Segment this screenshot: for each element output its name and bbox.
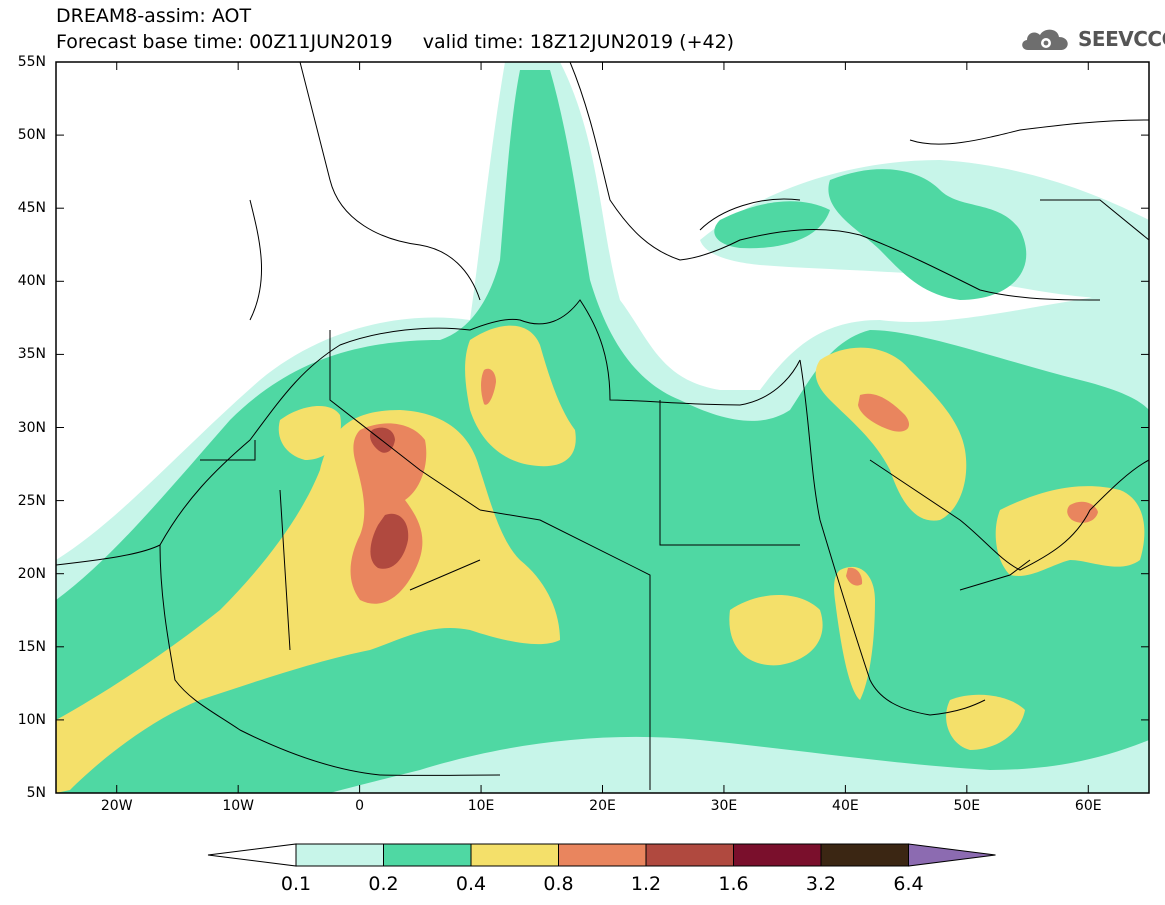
colorbar-swatch	[820, 843, 909, 867]
aot-field	[56, 62, 1149, 793]
colorbar-swatch	[383, 843, 472, 867]
colorbar-swatch	[645, 843, 734, 867]
colorbar-label: 1.6	[718, 873, 749, 895]
lat-tick-label: 35N	[17, 346, 46, 363]
colorbar-label: 0.8	[543, 873, 574, 895]
axis-ticks	[56, 61, 1149, 794]
colorbar-swatch	[733, 843, 822, 867]
lat-tick-label: 40N	[17, 273, 46, 290]
colorbar-low-arrow	[207, 843, 297, 867]
colorbar-label: 3.2	[805, 873, 837, 895]
colorbar-label: 6.4	[893, 873, 924, 895]
colorbar-high-arrow	[908, 843, 996, 867]
logo-text: SEEVCCC	[1078, 27, 1165, 51]
lon-tick-label: 20W	[100, 798, 133, 814]
lat-tick-label: 55N	[17, 54, 46, 70]
lat-tick-label: 25N	[17, 492, 46, 509]
colorbar-swatch	[295, 843, 384, 867]
cloud-gear-icon	[1022, 29, 1068, 50]
colorbar-label: 0.4	[455, 873, 487, 895]
lon-tick-label: 10W	[222, 798, 254, 814]
lat-tick-label: 50N	[17, 127, 46, 144]
lon-tick-label: 30E	[710, 798, 738, 814]
colorbar	[207, 843, 996, 867]
map-title: DREAM8-assim: AOT	[56, 5, 252, 27]
colorbar-label: 0.2	[368, 873, 399, 895]
lon-tick-label: 60E	[1074, 798, 1102, 814]
lat-tick-label: 20N	[17, 565, 46, 582]
lon-tick-label: 50E	[953, 798, 981, 814]
lon-tick-label: 10E	[467, 798, 495, 814]
colorbar-label: 1.2	[630, 873, 662, 895]
colorbar-label: 0.1	[280, 873, 312, 895]
aot-contour-0-4	[56, 325, 1145, 793]
lat-tick-label: 5N	[26, 785, 46, 801]
aot-contour-0-8	[350, 368, 1098, 604]
seevccc-logo: SEEVCCC	[1018, 24, 1165, 54]
lon-tick-label: 40E	[832, 798, 859, 814]
coastlines	[56, 62, 1149, 790]
lat-tick-label: 30N	[17, 419, 46, 436]
lon-tick-label: 20E	[589, 798, 616, 814]
lon-tick-label: 0	[355, 798, 365, 814]
colorbar-swatch	[558, 843, 647, 867]
lat-tick-label: 10N	[17, 711, 46, 728]
colorbar-swatch	[470, 843, 559, 867]
forecast-time-subtitle: Forecast base time: 00Z11JUN2019 valid t…	[56, 31, 735, 53]
lat-tick-label: 45N	[17, 200, 46, 217]
lat-tick-label: 15N	[17, 638, 46, 655]
